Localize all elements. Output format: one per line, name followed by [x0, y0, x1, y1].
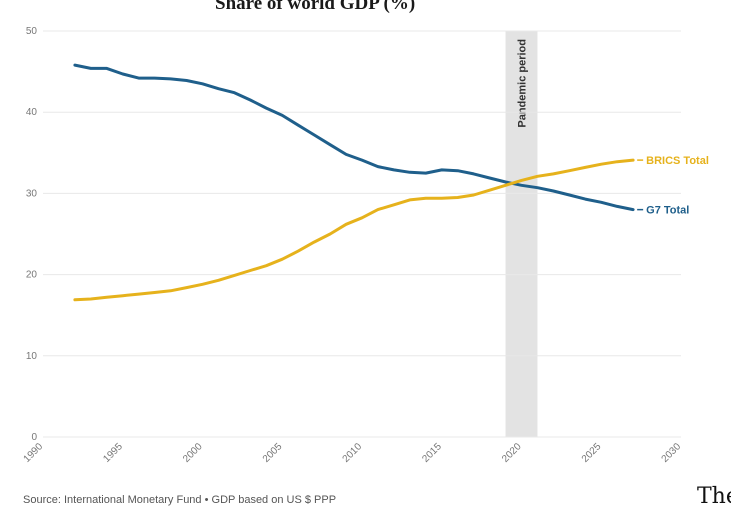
- trailing-article-text: The: [697, 484, 731, 509]
- pandemic-band: [505, 31, 538, 437]
- x-tick-label: 2005: [261, 441, 285, 465]
- series-labels: G7 Total BRICS Total: [637, 155, 709, 217]
- x-tick-label: 1995: [101, 441, 125, 465]
- y-tick-label: 20: [26, 270, 38, 281]
- x-tick-label: 2000: [181, 441, 205, 465]
- series-label-g7-total: G7 Total: [646, 205, 689, 217]
- gridlines: [43, 30, 681, 438]
- y-tick-label: 0: [31, 432, 37, 443]
- series-lines: [73, 63, 635, 302]
- y-tick-label: 50: [26, 26, 38, 37]
- x-tick-label: 2030: [660, 441, 684, 465]
- x-tick-label: 2010: [341, 441, 365, 465]
- x-axis-ticks: 1990 1995 2000 2005 2010 2015 2020 2025 2030: [22, 441, 684, 465]
- x-tick-label: 2020: [500, 441, 524, 465]
- x-tick-label: 2015: [420, 441, 444, 465]
- y-axis-ticks: 0 10 20 30 40 50: [26, 26, 38, 443]
- series-label-brics-total: BRICS Total: [646, 155, 709, 167]
- chart-title: Share of world GDP (%): [215, 0, 416, 14]
- source-note: Source: International Monetary Fund • GD…: [23, 494, 337, 506]
- x-tick-label: 1990: [22, 441, 46, 465]
- x-tick-label: 2025: [580, 441, 604, 465]
- y-tick-label: 10: [26, 351, 38, 362]
- pandemic-band-layer: Pandemic period: [505, 31, 538, 437]
- y-tick-label: 30: [26, 188, 38, 199]
- series-line-g7-total: [73, 63, 635, 212]
- series-line-brics-total: [73, 158, 635, 302]
- pandemic-band-label: Pandemic period: [517, 39, 529, 128]
- y-tick-label: 40: [26, 107, 38, 118]
